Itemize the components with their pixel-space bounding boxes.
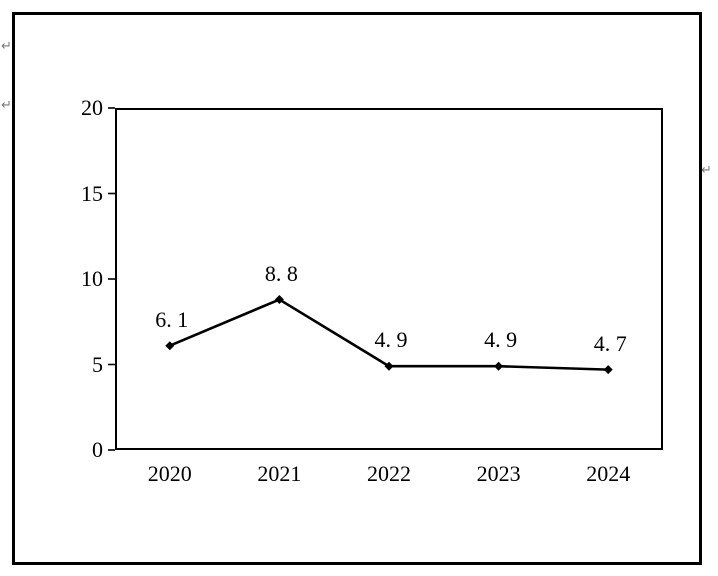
data-point-label: 8. 8 bbox=[264, 260, 298, 286]
y-axis-tick-label: 5 bbox=[92, 351, 103, 377]
x-axis-tick-label: 2021 bbox=[257, 461, 302, 486]
y-axis-tick-label: 15 bbox=[81, 180, 103, 206]
data-point-label: 4. 7 bbox=[593, 330, 627, 356]
y-axis-tick-label: 10 bbox=[81, 266, 103, 291]
x-axis-tick-label: 2020 bbox=[147, 461, 192, 486]
y-axis-tick-label: 0 bbox=[92, 437, 103, 462]
x-axis-tick-label: 2024 bbox=[586, 461, 631, 486]
data-point-label: 6. 1 bbox=[155, 306, 189, 332]
plot-area bbox=[115, 108, 663, 450]
data-point-label: 4. 9 bbox=[374, 327, 408, 353]
chart-outer-frame bbox=[12, 12, 702, 565]
paragraph-return-icon: ↵ bbox=[1, 98, 12, 113]
y-axis-tick-label: 20 bbox=[81, 95, 103, 120]
data-point-label: 4. 9 bbox=[484, 327, 518, 353]
x-axis-tick-label: 2022 bbox=[367, 461, 411, 486]
paragraph-return-icon: ↵ bbox=[701, 163, 712, 178]
paragraph-return-icon: ↵ bbox=[1, 39, 12, 54]
x-axis-tick-label: 2023 bbox=[476, 461, 521, 486]
